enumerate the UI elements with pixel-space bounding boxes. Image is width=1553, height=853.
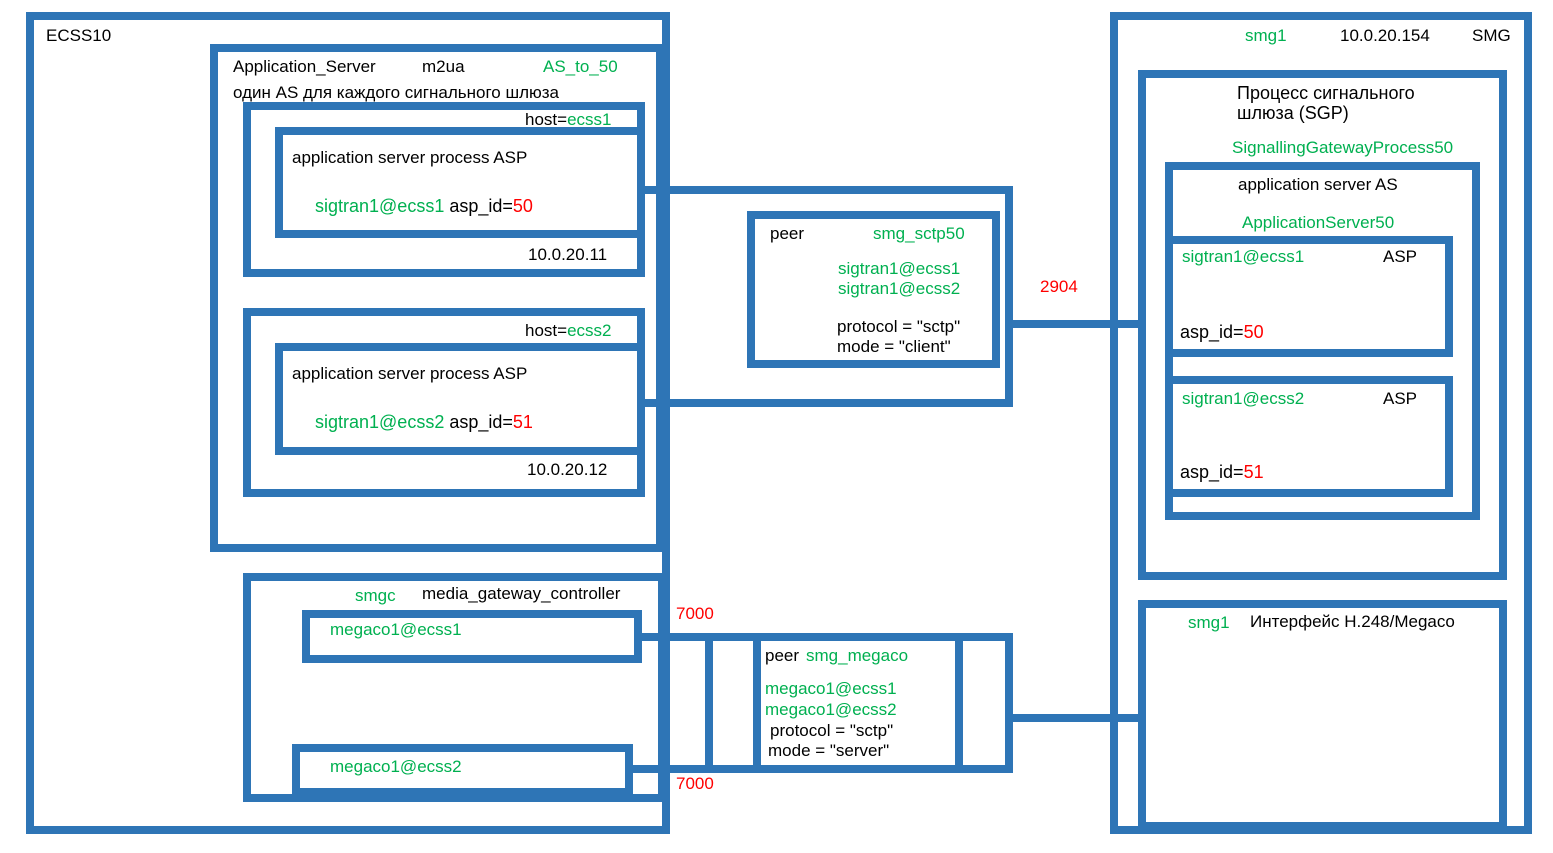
peer-megaco-endpoint1: megaco1@ecss1 [765, 679, 897, 698]
asp-id-value: 50 [1243, 322, 1264, 342]
smgc-title: media_gateway_controller [422, 584, 621, 603]
megaco-to-smg-connector [1005, 714, 1146, 722]
megaco-frame-left [705, 633, 713, 773]
asp-id-prefix: asp_id= [1180, 462, 1244, 482]
smg-as-name: ApplicationServer50 [1242, 213, 1395, 232]
peer-megaco-mode: mode = "server" [768, 741, 890, 760]
sctp-to-smg-connector [1005, 320, 1146, 328]
peer-megaco-name: smg_megaco [806, 646, 909, 665]
application-server-group-box [210, 44, 664, 552]
asp-id-value: 50 [512, 196, 533, 216]
smg-asp2-role: ASP [1383, 389, 1418, 408]
sgp-title-line1: Процесс сигнального [1237, 83, 1415, 103]
host-ecss2-label: host=ecss2 [525, 321, 611, 341]
smg-asp2-box [1165, 376, 1453, 497]
peer-sctp-protocol: protocol = "sctp" [837, 317, 961, 336]
megaco-port-label-2: 7000 [676, 774, 714, 793]
host-ecss1-ip: 10.0.20.11 [528, 245, 608, 264]
asp-id-value: 51 [512, 412, 533, 432]
megaco-interface-name: smg1 [1188, 613, 1230, 632]
peer-sctp-mode: mode = "client" [837, 337, 951, 356]
application-server-name: Application_Server [233, 57, 376, 76]
asp-ecss1-title: application server process ASP [292, 148, 528, 167]
megaco-interface-title: Интерфейс H.248/Megaco [1250, 612, 1455, 631]
peer-megaco-protocol: protocol = "sctp" [770, 721, 894, 740]
host-prefix: host= [525, 110, 568, 129]
sgp-process-name: SignallingGatewayProcess50 [1232, 138, 1454, 157]
sctp-link-frame [645, 186, 1013, 407]
asp-ecss2-box [275, 343, 645, 455]
asp-ecss1-endpoint-line: sigtran1@ecss1 asp_id=50 [315, 196, 533, 217]
asp-id-prefix: asp_id= [444, 196, 513, 216]
host-ecss2-ip: 10.0.20.12 [527, 460, 608, 479]
megaco-ecss1-box [302, 610, 642, 663]
megaco-interface-box [1138, 600, 1507, 830]
asp-ecss1-box [275, 127, 645, 238]
megaco-port-label-1: 7000 [676, 604, 714, 623]
application-server-subtitle: один AS для каждого сигнального шлюза [233, 83, 560, 102]
asp-id-prefix: asp_id= [444, 412, 513, 432]
peer-sctp-box [747, 211, 1000, 368]
smg-label: SMG [1472, 26, 1511, 45]
asp-endpoint: sigtran1@ecss2 [315, 412, 445, 432]
asp-ecss2-title: application server process ASP [292, 364, 528, 383]
smg-name: smg1 [1245, 26, 1287, 45]
smg-ip: 10.0.20.154 [1340, 26, 1430, 45]
peer-sctp-endpoint1: sigtran1@ecss1 [838, 259, 961, 278]
host-name: ecss2 [567, 321, 612, 340]
ecss10-node-box [26, 12, 670, 834]
smgc-box [243, 573, 666, 802]
peer-megaco-box [753, 633, 963, 773]
host-prefix: host= [525, 321, 568, 340]
application-server-protocol: m2ua [422, 57, 465, 76]
peer-sctp-name: smg_sctp50 [873, 224, 965, 243]
sctp-port-label: 2904 [1040, 277, 1078, 296]
smg-asp1-endpoint: sigtran1@ecss1 [1182, 247, 1305, 266]
smgc-name: smgc [355, 586, 396, 605]
application-server-as-name: AS_to_50 [543, 57, 618, 76]
smg-asp2-id-line: asp_id=51 [1180, 462, 1264, 483]
host-name: ecss1 [567, 110, 612, 129]
megaco-frame-right [1005, 633, 1013, 773]
megaco-ecss2-endpoint: megaco1@ecss2 [330, 757, 462, 776]
asp-ecss2-endpoint-line: sigtran1@ecss2 asp_id=51 [315, 412, 533, 433]
peer-megaco-endpoint2: megaco1@ecss2 [765, 700, 897, 719]
smg-asp1-box [1165, 236, 1453, 357]
host-ecss1-label: host=ecss1 [525, 110, 611, 130]
asp-id-value: 51 [1243, 462, 1264, 482]
asp-id-prefix: asp_id= [1180, 322, 1244, 342]
peer-sctp-label: peer [770, 224, 805, 243]
megaco-ecss1-endpoint: megaco1@ecss1 [330, 620, 462, 639]
peer-sctp-endpoint2: sigtran1@ecss2 [838, 279, 961, 298]
ecss10-title: ECSS10 [46, 26, 112, 45]
smg-as-title: application server AS [1238, 175, 1398, 194]
smg-asp2-endpoint: sigtran1@ecss2 [1182, 389, 1305, 408]
peer-megaco-label: peer [765, 646, 800, 665]
asp-endpoint: sigtran1@ecss1 [315, 196, 445, 216]
sgp-box [1138, 70, 1507, 580]
smg-asp1-id-line: asp_id=50 [1180, 322, 1264, 343]
smg-node-box [1110, 12, 1532, 834]
sgp-title-line2: шлюза (SGP) [1237, 103, 1349, 123]
megaco-ecss2-box [292, 744, 633, 796]
smg-asp1-role: ASP [1383, 247, 1418, 266]
